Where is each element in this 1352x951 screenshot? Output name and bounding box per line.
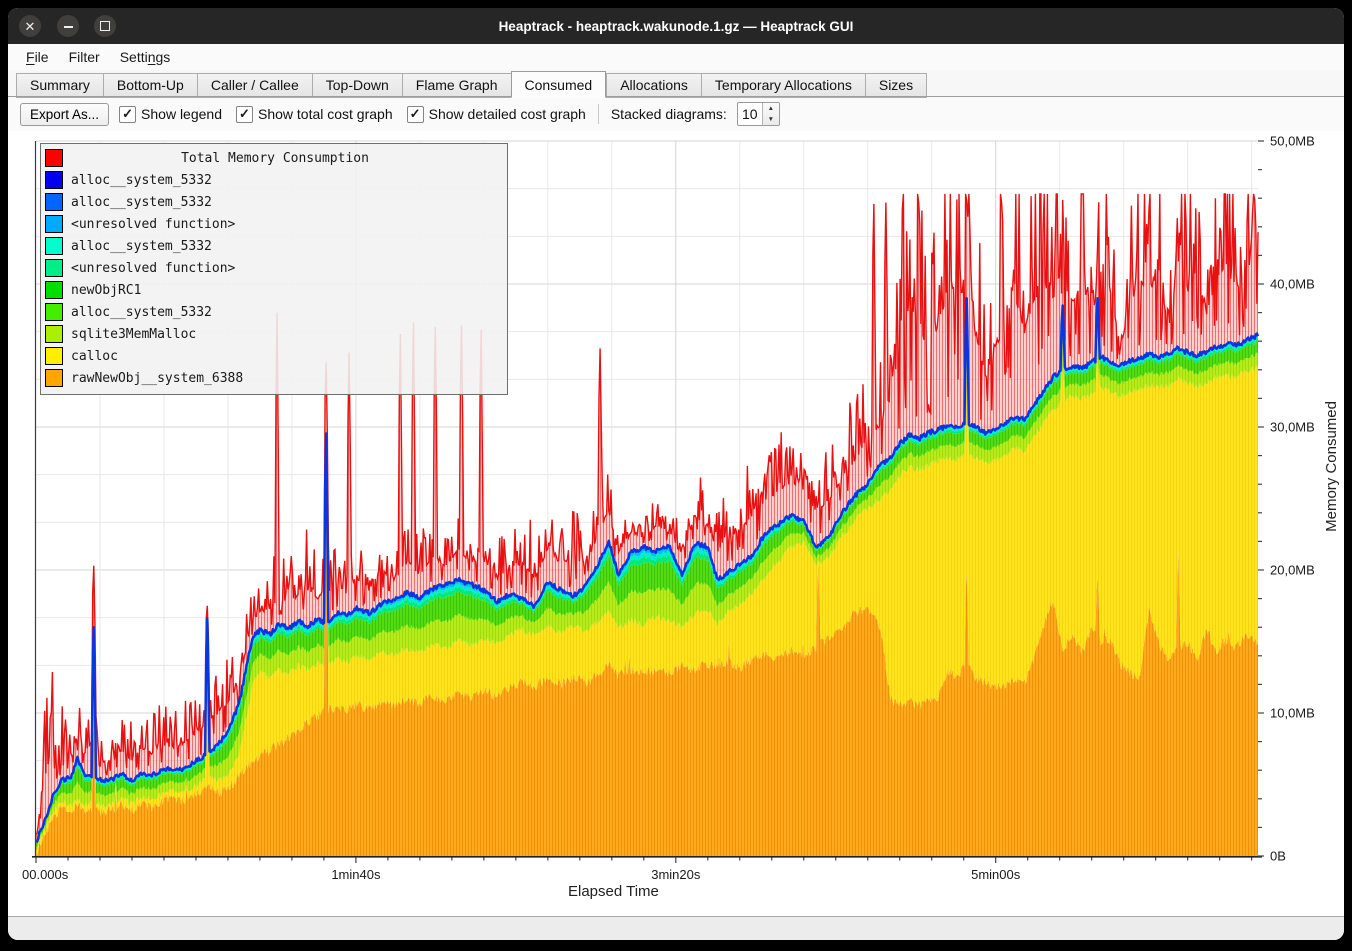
legend-item: newObjRC1 bbox=[41, 279, 507, 301]
legend-swatch bbox=[45, 171, 63, 189]
export-as-button[interactable]: Export As... bbox=[20, 102, 110, 126]
spinner-value[interactable]: 10 bbox=[742, 106, 758, 122]
stacked-diagrams-spinner[interactable]: 10 ▲ ▼ bbox=[736, 102, 780, 126]
title-bar: ✕ Heaptrack - heaptrack.wakunode.1.gz — … bbox=[8, 8, 1344, 44]
legend-swatch bbox=[45, 259, 63, 277]
legend-title: Total Memory Consumption bbox=[181, 150, 369, 166]
y-tick-label: 0B bbox=[1270, 849, 1286, 864]
y-tick-label: 50,0MB bbox=[1270, 134, 1315, 149]
legend-swatch bbox=[45, 149, 63, 167]
legend-swatch bbox=[45, 193, 63, 211]
legend-label: newObjRC1 bbox=[71, 282, 142, 298]
y-tick-label: 30,0MB bbox=[1270, 420, 1315, 435]
x-tick-label: 5min00s bbox=[971, 867, 1021, 882]
legend-swatch bbox=[45, 347, 63, 365]
x-tick-label: 1min40s bbox=[331, 867, 381, 882]
checkbox-show-total-cost-graph[interactable]: ✓ Show total cost graph bbox=[235, 105, 393, 123]
legend-item: alloc__system_5332 bbox=[41, 235, 507, 257]
legend-item: alloc__system_5332 bbox=[41, 301, 507, 323]
legend-item: alloc__system_5332 bbox=[41, 169, 507, 191]
checkbox-box[interactable]: ✓ bbox=[119, 105, 137, 123]
stacked-diagrams-label: Stacked diagrams: bbox=[610, 106, 727, 122]
window-bottom-margin bbox=[8, 916, 1344, 940]
tab-caller-callee[interactable]: Caller / Callee bbox=[196, 73, 312, 98]
checkbox-box[interactable]: ✓ bbox=[235, 105, 253, 123]
legend-label: rawNewObj__system_6388 bbox=[71, 370, 244, 386]
memory-chart[interactable]: 0B 10,0MB 20,0MB 30,0MB 40,0MB 50,0MB 00.000s 1… bbox=[8, 131, 1344, 916]
checkbox-show-detailed-cost-graph[interactable]: ✓ Show detailed cost graph bbox=[406, 105, 586, 123]
spinner-down-icon[interactable]: ▼ bbox=[767, 116, 775, 123]
legend-item: <unresolved function> bbox=[41, 257, 507, 279]
toolbar-separator bbox=[597, 104, 599, 124]
legend-label: alloc__system_5332 bbox=[71, 238, 212, 254]
tab-temporary-allocations[interactable]: Temporary Allocations bbox=[700, 73, 865, 98]
legend-item: alloc__system_5332 bbox=[41, 191, 507, 213]
legend-swatch bbox=[45, 215, 63, 233]
toolbar: Export As... ✓ Show legend ✓ Show total cos… bbox=[8, 97, 1344, 131]
menu-settings[interactable]: Settings bbox=[119, 49, 171, 65]
chart-legend: Total Memory Consumption alloc__system_5… bbox=[40, 143, 508, 395]
menu-filter[interactable]: Filter bbox=[68, 49, 100, 65]
x-tick-label: 3min20s bbox=[651, 867, 701, 882]
y-tick-label: 10,0MB bbox=[1270, 706, 1315, 721]
tab-sizes[interactable]: Sizes bbox=[864, 73, 928, 98]
series-sqlite3MemMalloc bbox=[36, 335, 1258, 852]
checkbox-label: Show total cost graph bbox=[257, 106, 393, 122]
legend-title-row: Total Memory Consumption bbox=[41, 147, 507, 169]
x-axis-title: Elapsed Time bbox=[568, 883, 659, 900]
legend-label: alloc__system_5332 bbox=[71, 194, 212, 210]
legend-item: calloc bbox=[41, 345, 507, 367]
spinner-up-icon[interactable]: ▲ bbox=[767, 105, 775, 112]
y-tick-label: 40,0MB bbox=[1270, 277, 1315, 292]
checkbox-label: Show legend bbox=[141, 106, 222, 122]
series-green-allocs bbox=[36, 311, 1258, 848]
checkbox-box[interactable]: ✓ bbox=[406, 105, 424, 123]
legend-label: calloc bbox=[71, 348, 118, 364]
x-tick-label: 00.000s bbox=[22, 867, 69, 882]
maximize-icon[interactable] bbox=[94, 15, 116, 37]
series-calloc bbox=[36, 362, 1258, 856]
checkbox-show-legend[interactable]: ✓ Show legend bbox=[119, 105, 222, 123]
tab-summary[interactable]: Summary bbox=[16, 73, 103, 98]
y-axis-title: Memory Consumed bbox=[1323, 401, 1340, 532]
legend-label: <unresolved function> bbox=[71, 260, 236, 276]
legend-swatch bbox=[45, 369, 63, 387]
tab-bar: Summary Bottom-Up Caller / Callee Top-Down F… bbox=[8, 70, 1344, 98]
legend-swatch bbox=[45, 325, 63, 343]
legend-item: sqlite3MemMalloc bbox=[41, 323, 507, 345]
menu-file[interactable]: File bbox=[26, 49, 49, 65]
checkbox-label: Show detailed cost graph bbox=[428, 106, 586, 122]
legend-label: alloc__system_5332 bbox=[71, 304, 212, 320]
chart-canvas[interactable]: 0B 10,0MB 20,0MB 30,0MB 40,0MB 50,0MB 00.000s 1… bbox=[8, 131, 1344, 916]
checkbox-group: ✓ Show legend ✓ Show total cost graph ✓ Show … bbox=[119, 105, 586, 123]
tab-consumed[interactable]: Consumed bbox=[510, 71, 607, 98]
tab-top-down[interactable]: Top-Down bbox=[311, 73, 402, 98]
legend-label: sqlite3MemMalloc bbox=[71, 326, 197, 342]
series-rawNewObj__system_6388 bbox=[36, 448, 1258, 856]
stack-top-line bbox=[35, 297, 1260, 843]
legend-item: <unresolved function> bbox=[41, 213, 507, 235]
tab-bottom-up[interactable]: Bottom-Up bbox=[102, 73, 197, 98]
minimize-icon[interactable] bbox=[57, 15, 79, 37]
window-title: Heaptrack - heaptrack.wakunode.1.gz — He… bbox=[498, 18, 854, 34]
close-icon[interactable]: ✕ bbox=[19, 15, 41, 37]
legend-swatch bbox=[45, 281, 63, 299]
y-tick-label: 20,0MB bbox=[1270, 563, 1315, 578]
legend-swatch bbox=[45, 237, 63, 255]
total-consumption-line bbox=[35, 193, 1259, 835]
legend-swatch bbox=[45, 303, 63, 321]
legend-label: <unresolved function> bbox=[71, 216, 236, 232]
legend-label: alloc__system_5332 bbox=[71, 172, 212, 188]
tab-flame-graph[interactable]: Flame Graph bbox=[401, 73, 511, 98]
legend-item: rawNewObj__system_6388 bbox=[41, 367, 507, 389]
app-window: ✕ Heaptrack - heaptrack.wakunode.1.gz — … bbox=[8, 8, 1344, 940]
tab-allocations[interactable]: Allocations bbox=[606, 73, 701, 98]
menu-bar: File Filter Settings bbox=[8, 44, 1344, 70]
